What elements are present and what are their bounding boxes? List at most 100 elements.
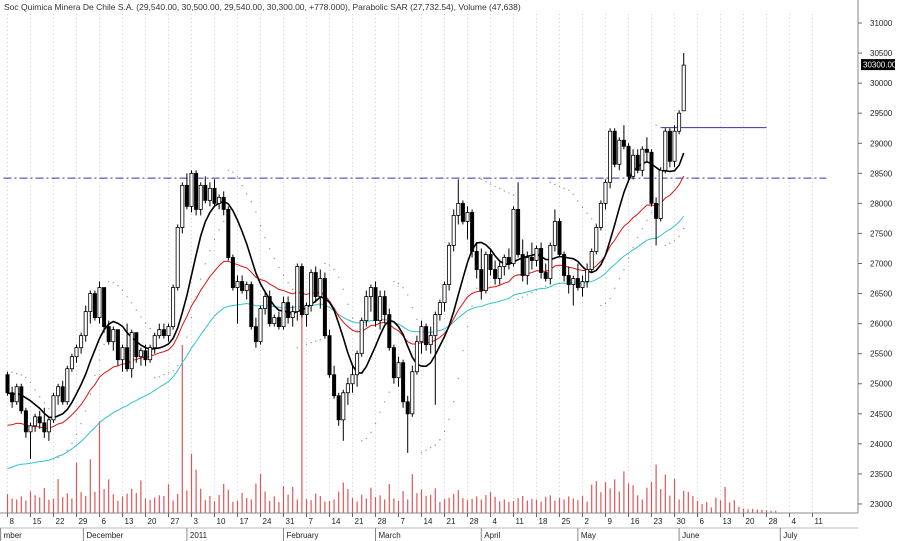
candle-body	[258, 308, 263, 343]
moving-average-fast	[7, 152, 685, 419]
candle	[263, 290, 268, 315]
candle	[654, 197, 659, 246]
candle	[571, 275, 576, 306]
candle	[465, 206, 470, 240]
candle	[387, 308, 392, 351]
sar-dot	[664, 244, 666, 247]
day-tick-label: 23	[654, 517, 663, 526]
candle-body	[240, 281, 245, 291]
candle-body	[111, 329, 116, 343]
sar-dot	[66, 449, 69, 451]
candle-body	[525, 257, 530, 276]
sar-dot	[324, 262, 326, 265]
candle	[410, 365, 415, 417]
candle-body	[355, 353, 360, 376]
moving-averages	[7, 152, 685, 469]
candle	[506, 248, 511, 270]
sar-dot	[34, 389, 36, 391]
candle	[479, 248, 484, 300]
day-tick-label: 14	[424, 517, 433, 526]
sar-dot	[618, 277, 620, 280]
candle	[594, 224, 599, 255]
sar-dot	[255, 211, 257, 213]
candle-body	[51, 395, 56, 421]
sar-dot	[75, 433, 78, 436]
sar-dot	[374, 422, 377, 425]
candle	[138, 347, 143, 366]
sar-dot	[499, 187, 501, 190]
candle	[10, 386, 15, 408]
candle	[272, 314, 277, 327]
candle-body	[626, 145, 631, 177]
sar-dot	[604, 302, 607, 305]
candle	[129, 329, 134, 378]
sar-dot	[264, 237, 266, 239]
candle-body	[401, 362, 406, 403]
candle-body	[598, 202, 603, 228]
candle-body	[497, 266, 502, 279]
sar-dot	[535, 289, 538, 292]
candle	[460, 200, 465, 225]
sar-dot	[591, 218, 593, 220]
sar-dot	[158, 376, 160, 378]
sar-dot	[351, 317, 354, 319]
candle	[106, 320, 111, 345]
candle-body	[341, 392, 346, 421]
price-tick-label: 25500	[870, 350, 893, 359]
candle-body	[654, 202, 659, 219]
candle-body	[557, 221, 562, 255]
candle-body	[511, 208, 516, 264]
day-tick-label: 14	[332, 517, 341, 526]
candle-body	[74, 347, 79, 358]
candle-body	[529, 257, 534, 261]
sar-dot	[443, 430, 446, 433]
candle-body	[677, 112, 682, 132]
candle-body	[23, 410, 28, 433]
candle	[217, 194, 222, 210]
candle-body	[681, 64, 686, 112]
candle-body	[189, 172, 194, 207]
sar-dot	[163, 373, 165, 376]
candle-body	[304, 305, 309, 316]
candle	[161, 323, 166, 339]
sar-dot	[614, 287, 616, 289]
sar-dot	[600, 304, 602, 307]
sar-dot	[650, 212, 653, 214]
candle	[598, 200, 603, 231]
candle	[663, 128, 668, 174]
candle	[640, 146, 645, 177]
candle-body	[253, 326, 258, 343]
candle	[37, 410, 42, 429]
sar-dot	[57, 456, 59, 459]
sar-dot	[338, 276, 340, 278]
sar-dot	[223, 220, 225, 223]
candle-body	[272, 317, 277, 325]
sar-dot	[195, 296, 197, 298]
candle-body	[474, 251, 479, 270]
candle-body	[447, 245, 452, 285]
sar-dot	[453, 400, 455, 403]
candle	[304, 302, 309, 327]
candle-body	[79, 335, 84, 349]
day-tick-label: 8	[10, 517, 15, 526]
candle-body	[539, 248, 544, 273]
sar-dot	[407, 294, 409, 296]
candle-body	[56, 386, 61, 397]
candle-body	[290, 311, 295, 319]
sar-dot	[204, 263, 206, 265]
sar-dot	[342, 288, 344, 290]
candle	[424, 323, 429, 351]
sar-dot	[462, 350, 464, 352]
sar-dot	[94, 374, 96, 377]
candlesticks	[5, 53, 686, 459]
candle-body	[332, 374, 337, 397]
sar-dot	[85, 410, 87, 412]
sar-dot	[186, 336, 188, 338]
candle-body	[299, 266, 304, 316]
candle	[295, 263, 300, 321]
sar-dot	[641, 228, 643, 230]
sar-dot	[430, 446, 432, 449]
candle	[276, 311, 281, 330]
candle	[157, 323, 162, 339]
